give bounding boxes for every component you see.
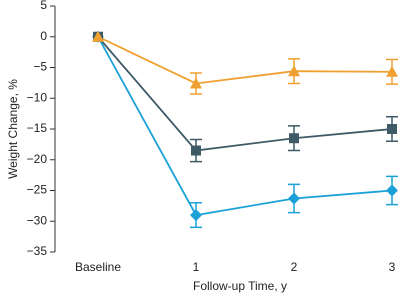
- y-tick-label: −10: [27, 90, 48, 104]
- marker: [190, 209, 202, 222]
- x-tick-label: 1: [193, 260, 200, 274]
- y-tick-label: −25: [27, 183, 48, 197]
- y-tick-label: 0: [40, 29, 47, 43]
- marker: [288, 65, 300, 77]
- marker: [92, 30, 104, 42]
- y-tick-label: −15: [27, 121, 48, 135]
- y-tick-label: −20: [27, 152, 48, 166]
- x-tick-label: 3: [389, 260, 396, 274]
- y-tick-label: −35: [27, 244, 48, 258]
- marker: [386, 65, 398, 77]
- y-tick-label: 5: [40, 0, 47, 12]
- marker: [190, 77, 202, 89]
- x-axis-label: Follow-up Time, y: [193, 279, 287, 293]
- x-tick-label: Baseline: [75, 260, 121, 274]
- y-tick-label: −5: [33, 60, 47, 74]
- marker: [386, 184, 398, 197]
- series-line: [97, 36, 393, 152]
- x-tick-label: 2: [291, 260, 298, 274]
- y-tick-label: −30: [27, 213, 48, 227]
- marker: [191, 145, 201, 156]
- marker: [289, 133, 299, 144]
- marker: [288, 192, 300, 205]
- series-line: [97, 36, 393, 217]
- y-axis-label: Weight Change, %: [6, 79, 20, 179]
- series-line: [97, 35, 393, 85]
- marker: [387, 124, 397, 134]
